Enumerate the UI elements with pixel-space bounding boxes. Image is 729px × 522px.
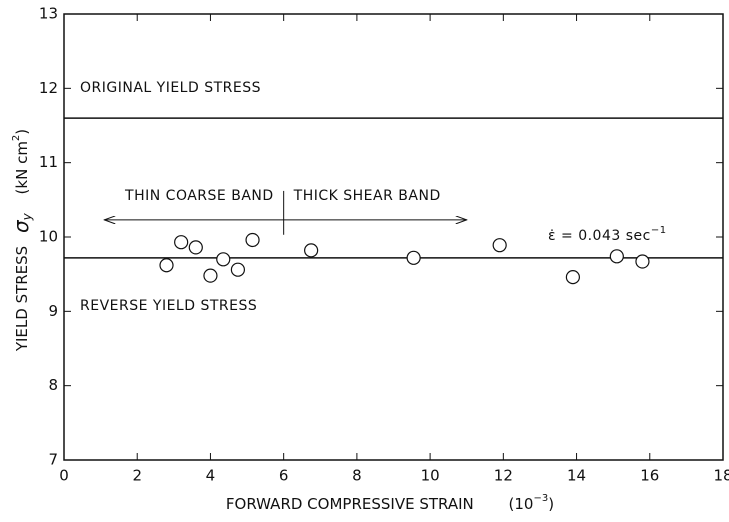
data-point [174, 235, 189, 250]
x-unit-exp: −3 [533, 493, 548, 504]
x-tick-label: 16 [640, 467, 659, 485]
data-point [565, 270, 580, 285]
y-symbol: σ [9, 219, 33, 233]
data-point [203, 268, 218, 283]
data-point [304, 243, 319, 258]
x-label-text: FORWARD COMPRESSIVE STRAIN [226, 495, 474, 513]
data-point [159, 258, 174, 273]
y-tick-label: 7 [48, 451, 58, 469]
y-unit-exp: 2 [11, 135, 22, 141]
x-axis-label: FORWARD COMPRESSIVE STRAIN (10−3) [226, 493, 554, 513]
y-axis-label: YIELD STRESS σy (kN cm2) [9, 129, 36, 352]
y-tick-label: 12 [39, 79, 58, 97]
rate-annotation: ε̇ = 0.043 sec−1 [548, 225, 667, 244]
y-tick-label: 8 [48, 376, 58, 394]
x-unit-end: ) [548, 495, 554, 513]
rate-text: ε̇ = 0.043 sec [548, 228, 651, 244]
x-tick-label: 6 [279, 467, 289, 485]
x-tick-label: 14 [567, 467, 586, 485]
reference-label: REVERSE YIELD STRESS [80, 298, 257, 314]
band-label: THICK SHEAR BAND [293, 188, 441, 204]
x-tick-label: 0 [59, 467, 69, 485]
y-unit-end: ) [13, 129, 31, 135]
x-tick-label: 8 [352, 467, 362, 485]
data-point [609, 249, 624, 264]
y-symbol-sub: y [20, 212, 34, 221]
x-tick-label: 10 [421, 467, 440, 485]
data-point [230, 262, 246, 277]
band-label: THIN COARSE BAND [124, 188, 274, 204]
y-tick-label: 10 [39, 228, 58, 246]
x-tick-label: 18 [713, 467, 729, 485]
data-point [188, 240, 203, 255]
data-point [635, 254, 650, 269]
y-unit: (kN cm [13, 141, 31, 194]
data-point [245, 232, 260, 248]
data-point [406, 250, 421, 265]
y-tick-label: 9 [48, 302, 58, 320]
rate-exp: −1 [651, 225, 667, 236]
x-unit: (10 [509, 495, 534, 513]
x-tick-label: 12 [494, 467, 513, 485]
x-tick-label: 2 [132, 467, 142, 485]
y-tick-label: 11 [39, 153, 58, 171]
reference-label: ORIGINAL YIELD STRESS [80, 80, 261, 96]
x-tick-label: 4 [206, 467, 216, 485]
data-point [216, 252, 231, 267]
data-point [492, 238, 507, 253]
y-label-text: YIELD STRESS [13, 246, 31, 352]
y-tick-label: 13 [39, 5, 58, 23]
